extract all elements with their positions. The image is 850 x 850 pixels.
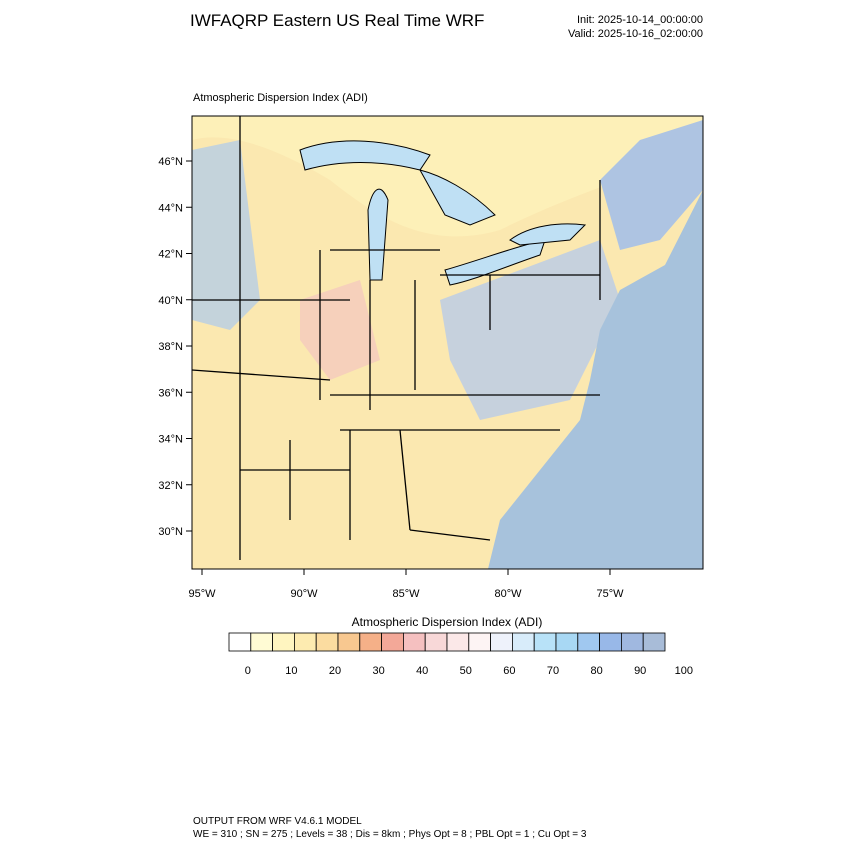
colorbar-tick-label: 30 (372, 665, 384, 677)
colorbar-box (424, 632, 448, 652)
lat-tick-label: 34°N (158, 434, 183, 446)
lon-tick-label: 90°W (290, 588, 318, 600)
colorbar-box (490, 632, 513, 652)
colorbar-box (642, 632, 666, 652)
lat-tick-label: 42°N (158, 249, 183, 261)
lon-tick-label: 85°W (392, 588, 420, 600)
footer-line: WE = 310 ; SN = 275 ; Levels = 38 ; Dis … (193, 829, 587, 840)
valid-time: Valid: 2025-10-16_02:00:00 (568, 28, 703, 40)
title: IWFAQRP Eastern US Real Time WRF (190, 11, 484, 30)
colorbar-box (359, 632, 382, 652)
colorbar-tick-label: 80 (590, 665, 602, 677)
colorbar-box (250, 632, 274, 652)
colorbar-box (337, 632, 361, 652)
map-subtitle: Atmospheric Dispersion Index (ADI) (193, 92, 368, 104)
colorbar-tick-label: 0 (245, 665, 251, 677)
lat-tick-label: 36°N (158, 387, 183, 399)
colorbar-tick-label: 50 (460, 665, 472, 677)
colorbar-tick-label: 40 (416, 665, 428, 677)
colorbar-box (555, 632, 579, 652)
colorbar-box (512, 632, 535, 652)
lat-tick-label: 32°N (158, 480, 183, 492)
lat-tick-label: 30°N (158, 526, 183, 538)
colorbar-box (315, 632, 339, 652)
colorbar-title: Atmospheric Dispersion Index (ADI) (352, 615, 543, 629)
lat-tick-label: 40°N (158, 295, 183, 307)
colorbar-box (402, 632, 426, 652)
lon-tick-label: 75°W (596, 588, 624, 600)
colorbar-tick-label: 60 (503, 665, 515, 677)
footer-line: OUTPUT FROM WRF V4.6.1 MODEL (193, 816, 362, 827)
lon-tick-label: 95°W (188, 588, 216, 600)
colorbar-box (599, 632, 622, 652)
lat-tick-label: 44°N (158, 202, 183, 214)
colorbar-tick-label: 20 (329, 665, 341, 677)
lon-tick-label: 80°W (494, 588, 522, 600)
colorbar-box (468, 632, 491, 652)
colorbar-tick-label: 90 (634, 665, 646, 677)
colorbar-box (533, 632, 557, 652)
lat-tick-label: 38°N (158, 341, 183, 353)
colorbar-tick-label: 70 (547, 665, 559, 677)
init-time: Init: 2025-10-14_00:00:00 (577, 14, 703, 26)
colorbar-box (293, 632, 317, 652)
colorbar-box (577, 632, 600, 652)
colorbar-box (381, 632, 404, 652)
lat-tick-label: 46°N (158, 156, 183, 168)
colorbar-box (621, 632, 644, 652)
colorbar-tick-label: 100 (675, 665, 693, 677)
colorbar-box (272, 632, 295, 652)
colorbar-box (446, 632, 470, 652)
colorbar-tick-label: 10 (285, 665, 297, 677)
colorbar-box (228, 632, 252, 652)
map (191, 115, 704, 570)
